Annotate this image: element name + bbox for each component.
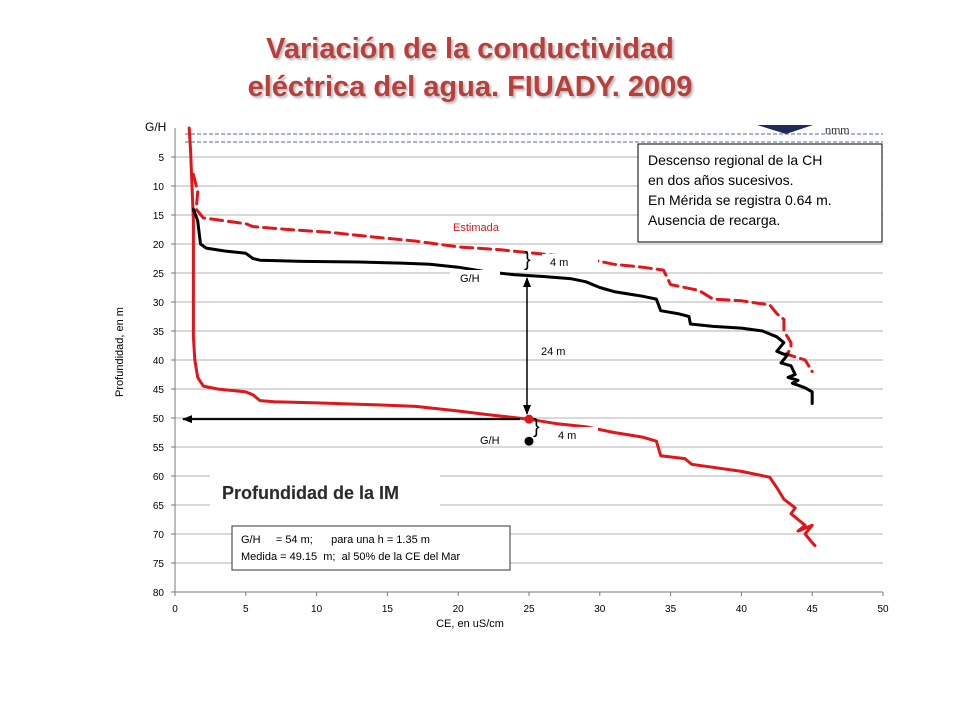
x-tick-label-35: 35: [665, 604, 677, 615]
im-label-bg: [210, 474, 440, 510]
chart-title-line-2: eléctrica del agua. FIUADY. 2009: [247, 71, 693, 103]
info-box-line-1: Descenso regional de la CH: [648, 152, 822, 168]
y-tick-label-45: 45: [153, 385, 165, 396]
y-tick-label-65: 65: [153, 501, 165, 512]
y-top-label: G/H: [145, 120, 166, 134]
series-line-1-solid: [187, 126, 817, 548]
y-tick-label-30: 30: [153, 298, 165, 309]
gh-box-line-1: G/H = 54 m; para una h = 1.35 m: [241, 534, 430, 546]
brace-lower: }: [533, 416, 540, 438]
y-tick-label-60: 60: [153, 472, 165, 483]
gh-box-line-2: Medida = 49.15 m; al 50% de la CE del Ma…: [241, 551, 461, 563]
info-box-line-3: En Mérida se registra 0.64 m.: [648, 192, 832, 208]
label-4m-lower: 4 m: [558, 430, 576, 442]
gh-black-marker: [524, 436, 534, 446]
x-tick-label-5: 5: [243, 604, 249, 615]
y-tick-label-40: 40: [153, 356, 165, 367]
gh-lower-label: G/H: [480, 435, 500, 447]
info-box: [637, 143, 883, 243]
chart-title-line-1: Variación de la conductividad: [266, 33, 674, 65]
x-tick-label-25: 25: [523, 604, 535, 615]
gh-upper-label-bg: [450, 270, 500, 284]
x-axis-label: CE, en uS/cm: [436, 618, 504, 630]
series-line-2-dashed: [191, 172, 814, 374]
x-tick-label-45: 45: [807, 604, 819, 615]
im-label: Profundidad de la IM: [222, 483, 399, 503]
x-tick-label-15: 15: [382, 604, 394, 615]
x-tick-label-30: 30: [594, 604, 606, 615]
im-red-marker: [524, 414, 534, 424]
y-tick-label-10: 10: [153, 182, 165, 193]
series-line-3-solid: [191, 207, 814, 405]
estimada-label: Estimada: [453, 222, 500, 234]
y-tick-label-80: 80: [153, 588, 165, 599]
nmm-label: nmm: [825, 125, 849, 137]
x-tick-label-20: 20: [453, 604, 465, 615]
y-tick-label-5: 5: [158, 153, 164, 164]
gh-upper-label: G/H: [460, 273, 480, 285]
brace-upper: }: [524, 249, 531, 271]
y-tick-label-50: 50: [153, 414, 165, 425]
x-tick-label-40: 40: [736, 604, 748, 615]
y-axis-label: Profundidad, en m: [114, 307, 126, 397]
x-tick-label-10: 10: [311, 604, 323, 615]
y-tick-label-70: 70: [153, 530, 165, 541]
label-24m-bg: [534, 343, 590, 359]
y-tick-label-75: 75: [153, 559, 165, 570]
chart-title: Variación de la conductividad eléctrica …: [0, 30, 940, 106]
info-box-line-4: Ausencia de recarga.: [648, 212, 780, 228]
gh-box: [231, 525, 511, 571]
label-4m-lower-bg: [550, 427, 598, 443]
x-tick-label-50: 50: [877, 604, 889, 615]
y-tick-label-55: 55: [153, 443, 165, 454]
y-tick-label-20: 20: [153, 240, 165, 251]
label-4m-upper: 4 m: [550, 257, 568, 269]
y-tick-label-25: 25: [153, 269, 165, 280]
label-4m-upper-bg: [542, 254, 598, 270]
gh-lower-label-bg: [468, 432, 520, 446]
label-24m: 24 m: [541, 346, 565, 358]
y-tick-label-15: 15: [153, 211, 165, 222]
water-level-triangle-icon: [757, 125, 813, 134]
y-tick-label-35: 35: [153, 327, 165, 338]
info-box-line-2: en dos años sucesivos.: [648, 172, 794, 188]
x-tick-label-0: 0: [172, 604, 178, 615]
